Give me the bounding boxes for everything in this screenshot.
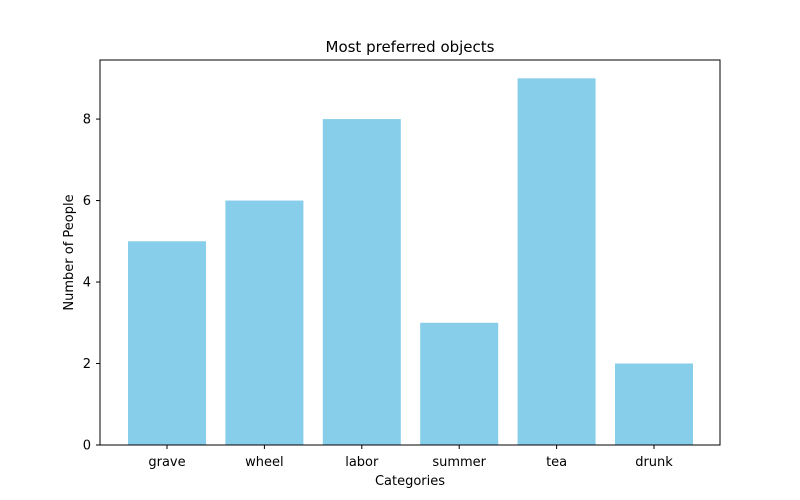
x-tick-label: labor [345,455,379,470]
y-tick-label: 6 [83,194,91,209]
bar-grave [128,241,206,445]
plot-frame [99,59,721,446]
x-tick-label: tea [546,455,567,470]
y-tick-label: 2 [83,357,91,372]
bar-wheel [225,200,304,445]
bar-drunk [615,363,693,445]
bars-group [128,78,693,446]
x-tick-label: summer [432,455,486,470]
y-tick-label: 0 [83,439,91,454]
bar-tea [517,78,596,445]
y-tick-label: 4 [83,276,91,291]
x-tick-label: wheel [245,455,283,470]
y-axis-label: Number of People [62,194,77,310]
chart-title: Most preferred objects [326,38,495,56]
bar-labor [322,119,401,446]
y-axis-ticks: 0 2 4 6 8 [83,113,100,454]
x-tick-label: drunk [635,455,673,470]
x-axis-label: Categories [375,474,445,489]
y-tick-label: 8 [83,113,91,128]
x-axis-ticks: grave wheel labor summer tea drunk [148,445,673,470]
x-tick-label: grave [148,455,185,470]
bar-summer [420,322,499,445]
